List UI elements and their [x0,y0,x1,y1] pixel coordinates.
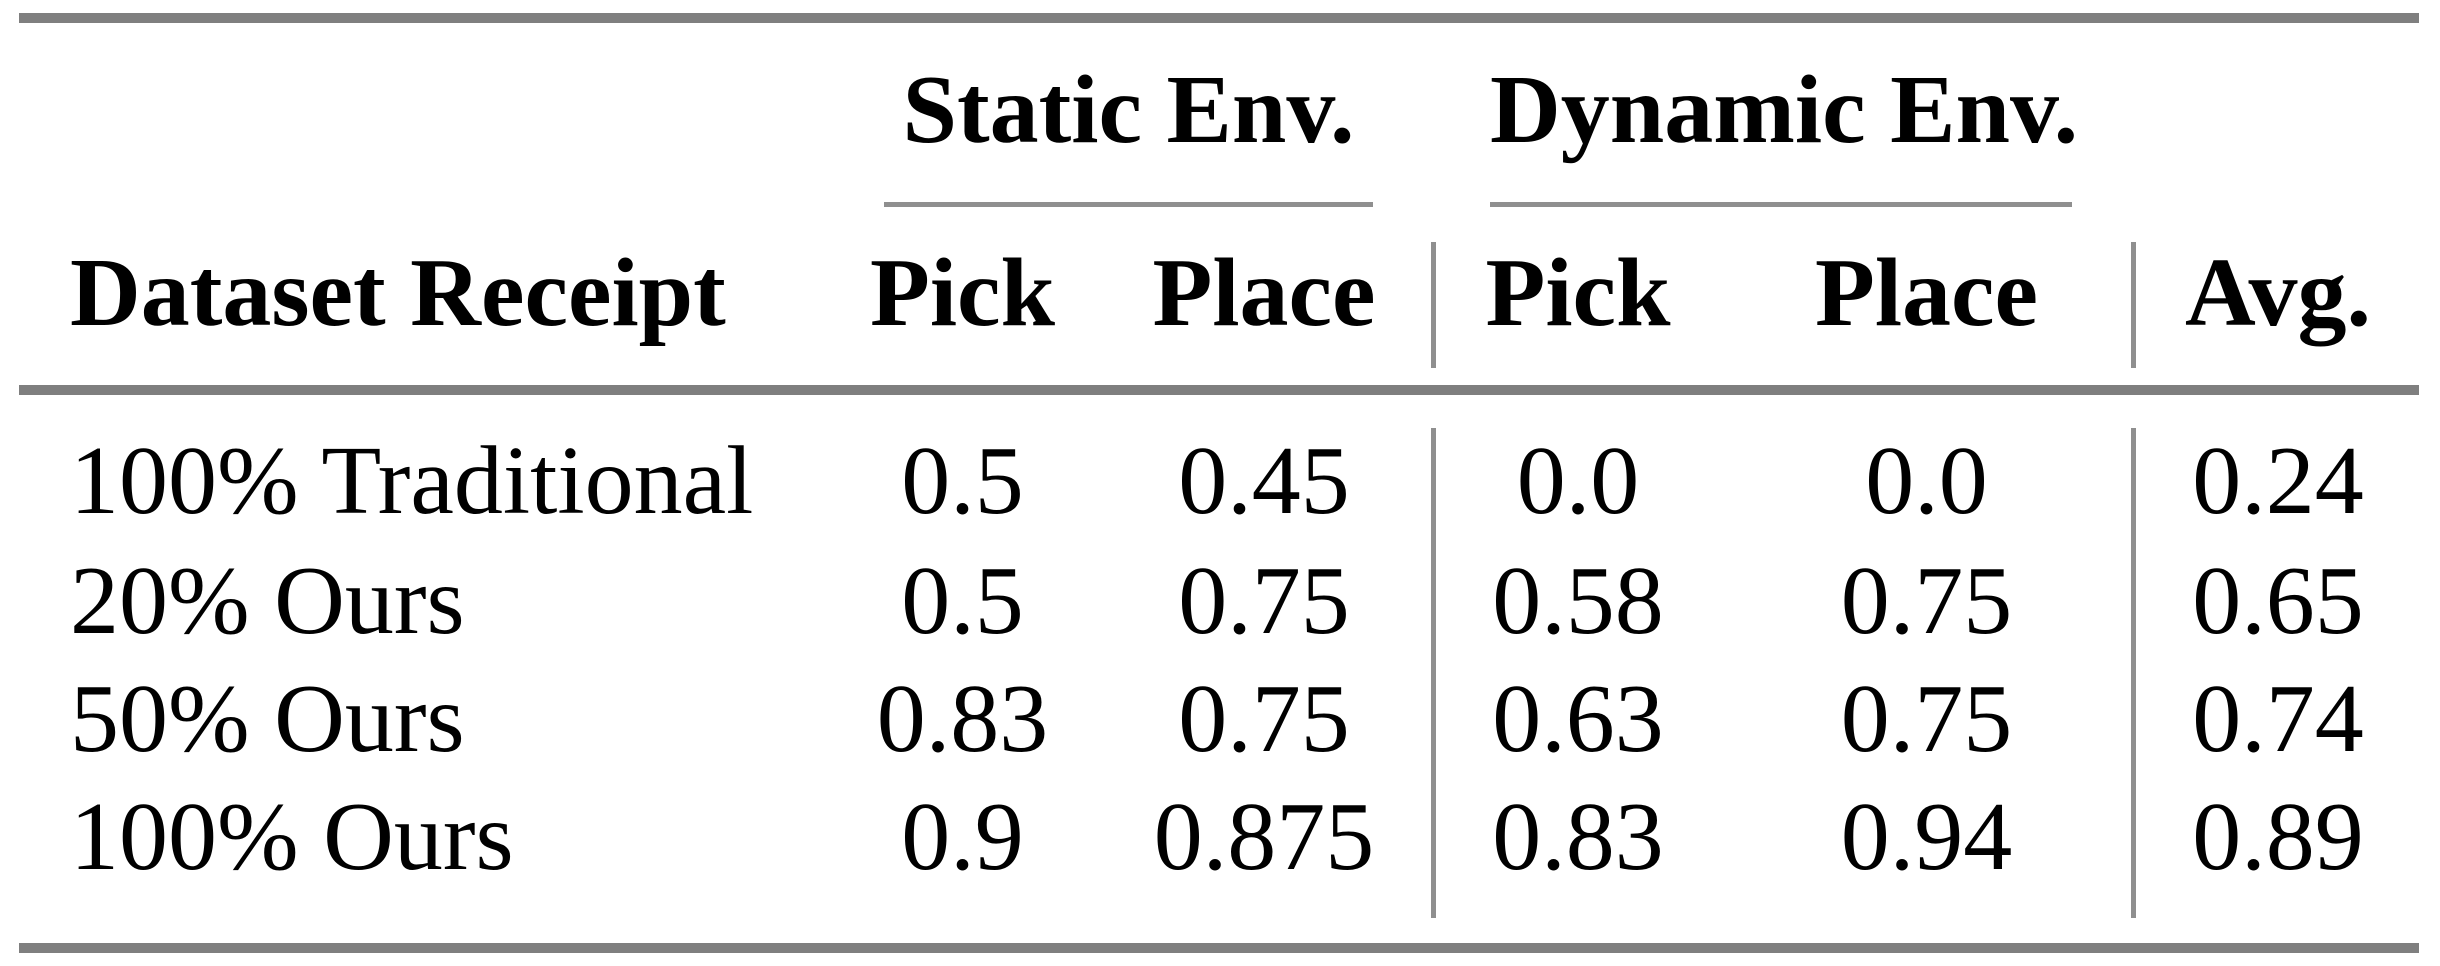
cell-dynamic-place: 0.94 [1840,783,2013,891]
cell-static-pick: 0.83 [876,665,1049,773]
column-header-dynamic-pick: Pick [1485,239,1671,347]
cell-dynamic-place: 0.75 [1840,665,2013,773]
column-header-avg: Avg. [2185,239,2371,347]
mid-rule [19,385,2419,395]
cell-dynamic-place: 0.0 [1865,427,1988,535]
cell-dynamic-pick: 0.0 [1516,427,1640,535]
cmidrule-dynamic [1490,202,2072,207]
cell-dynamic-pick: 0.63 [1492,665,1664,773]
cell-dynamic-place: 0.75 [1840,547,2013,655]
cell-avg: 0.74 [2192,665,2364,773]
cell-avg: 0.24 [2192,427,2364,535]
cell-dynamic-pick: 0.83 [1492,783,1664,891]
vertical-rule-2-body [2131,428,2136,918]
cell-static-pick: 0.5 [901,427,1024,535]
row-label: 20% Ours [70,547,465,655]
cell-static-place: 0.75 [1178,547,1350,655]
top-rule [19,13,2419,23]
column-header-dataset-receipt: Dataset Receipt [70,239,726,347]
cell-static-place: 0.75 [1178,665,1350,773]
row-label: 100% Ours [70,783,514,891]
cell-static-place: 0.875 [1153,783,1375,891]
vertical-rule-1-body [1431,428,1436,918]
column-header-dynamic-place: Place [1814,239,2039,347]
group-header-dynamic-env: Dynamic Env. [1490,56,2079,164]
cell-dynamic-pick: 0.58 [1492,547,1664,655]
row-label: 50% Ours [70,665,465,773]
cell-static-pick: 0.9 [901,783,1024,891]
column-header-static-pick: Pick [869,239,1056,347]
cmidrule-static [884,202,1373,207]
column-header-static-place: Place [1152,239,1376,347]
cell-static-pick: 0.5 [901,547,1024,655]
vertical-rule-2-header [2131,242,2136,368]
cell-static-place: 0.45 [1178,427,1350,535]
vertical-rule-1-header [1431,242,1436,368]
row-label: 100% Traditional [70,427,754,535]
cell-avg: 0.65 [2192,547,2364,655]
group-header-static-env: Static Env. [902,56,1355,164]
cell-avg: 0.89 [2192,783,2364,891]
bottom-rule [19,943,2419,953]
